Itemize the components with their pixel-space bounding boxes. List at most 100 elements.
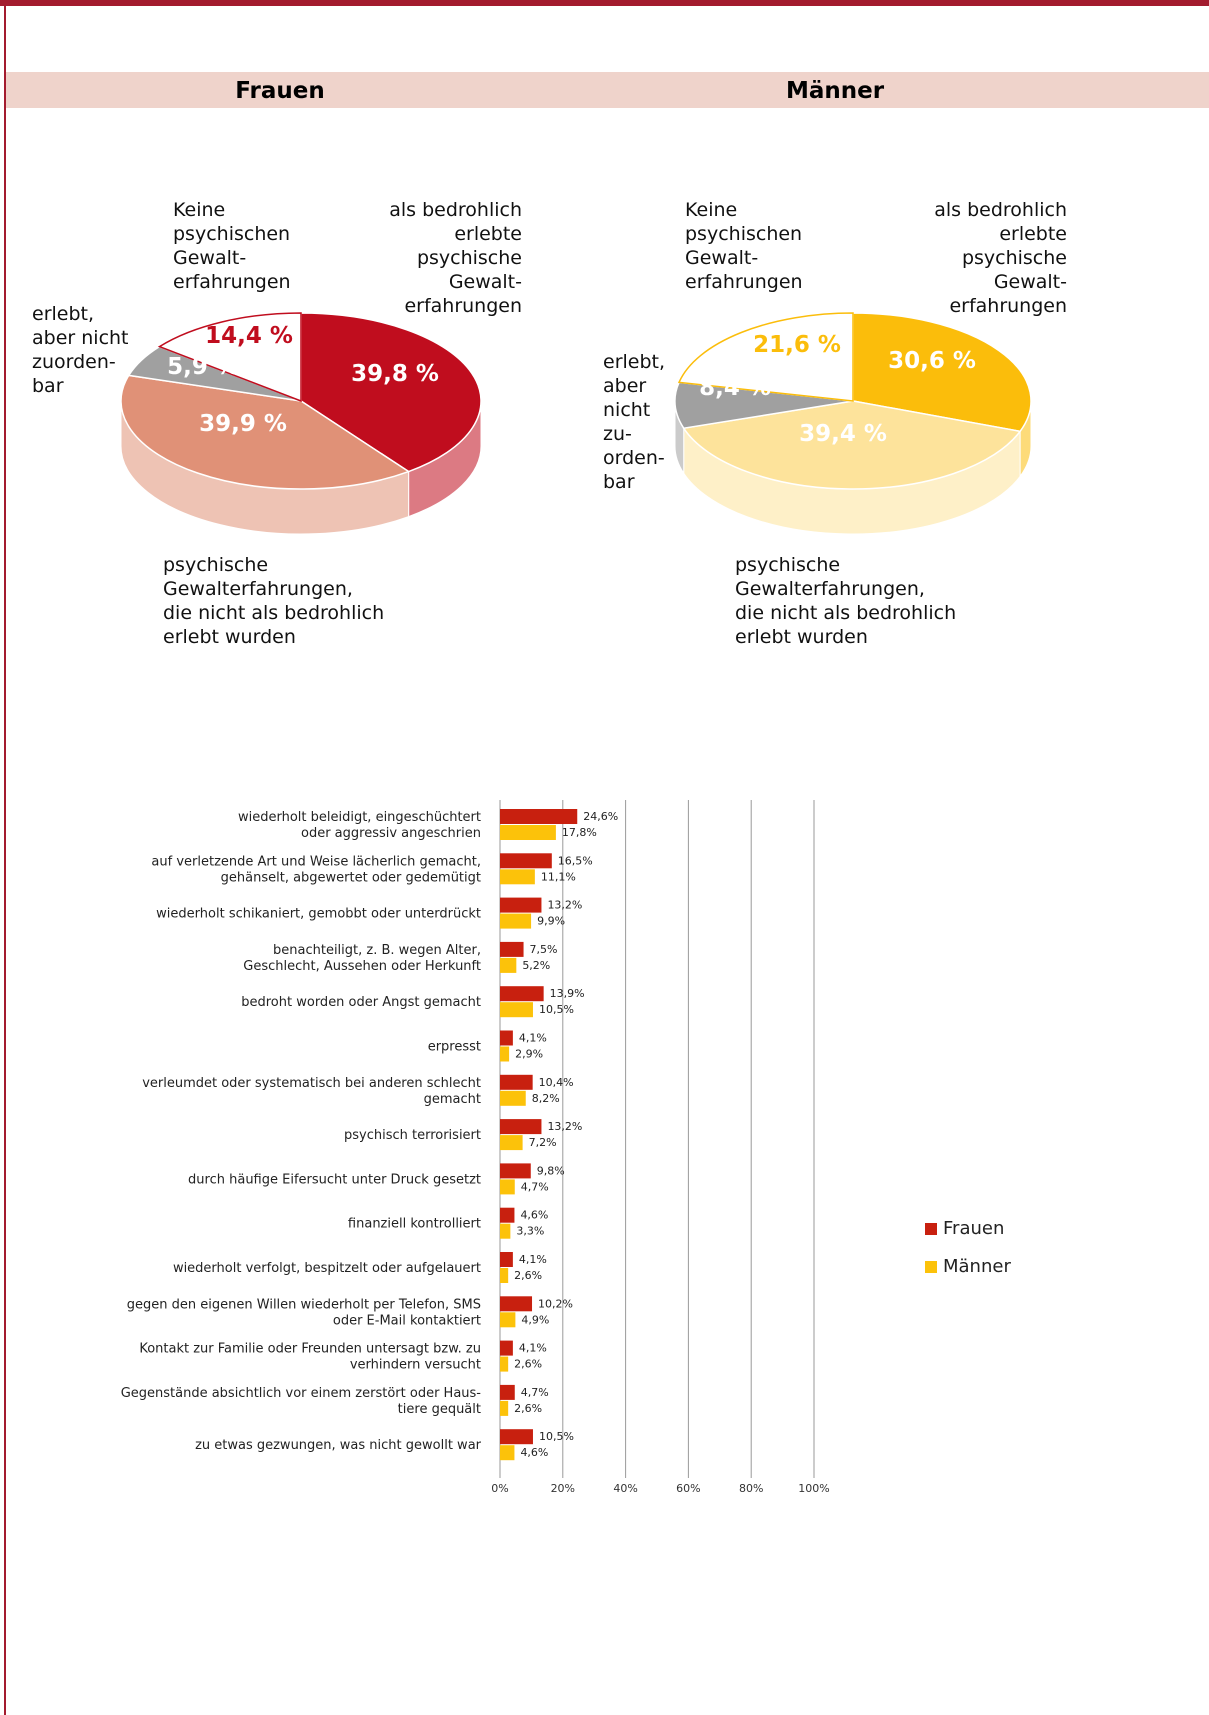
pie-slice	[300, 312, 482, 473]
bar	[500, 897, 542, 913]
bar-value-label: 13,9%	[550, 987, 585, 1000]
left-border	[4, 0, 6, 1715]
bar	[500, 941, 524, 957]
bar	[500, 986, 544, 1002]
pie-slice	[120, 374, 411, 490]
y-category-label: wiederholt verfolgt, bespitzelt oder auf…	[173, 1261, 481, 1276]
y-category-label: wiederholt beleidigt, eingeschüchtert ode…	[238, 810, 481, 841]
header-title: Männer	[786, 78, 885, 104]
pie-value-label: 21,6 %	[753, 332, 841, 358]
y-category-label: psychisch terrorisiert	[344, 1128, 481, 1143]
bar-value-label: 4,1%	[519, 1342, 547, 1355]
x-tick-label: 20%	[551, 1482, 575, 1495]
bar	[500, 809, 578, 824]
header-band	[6, 72, 1209, 108]
pie-slice	[677, 312, 854, 402]
bar	[500, 1268, 509, 1283]
y-category-label: gegen den eigenen Willen wiederholt per …	[127, 1297, 481, 1328]
bar	[500, 1340, 513, 1356]
bar	[500, 1223, 511, 1239]
bar-value-label: 10,4%	[539, 1076, 574, 1089]
y-category-label: bedroht worden oder Angst gemacht	[241, 995, 481, 1010]
bar-value-label: 3,3%	[516, 1225, 544, 1238]
bar-value-label: 10,5%	[539, 1430, 574, 1443]
bar	[500, 1356, 509, 1372]
bar	[500, 1400, 509, 1416]
pie-slice	[674, 381, 854, 430]
header-title: Frauen	[235, 78, 324, 104]
bar-value-label: 7,2%	[529, 1136, 557, 1149]
y-category-label: erpresst	[428, 1040, 481, 1055]
top-border	[0, 0, 1209, 6]
y-category-label: Kontakt zur Familie oder Freunden unters…	[139, 1342, 481, 1373]
x-tick-label: 60%	[676, 1482, 700, 1495]
bar-value-label: 4,1%	[519, 1253, 547, 1266]
pie-category-label: Keine psychischen Gewalt-erfahrungen	[685, 199, 803, 293]
bar-value-label: 4,6%	[520, 1209, 548, 1222]
bar	[500, 1207, 515, 1223]
pie-value-label: 39,9 %	[199, 411, 287, 437]
y-category-label: Gegenstände absichtlich vor einem zerstö…	[121, 1386, 482, 1417]
pie-category-label: als bedrohlich erlebte psychische Gewalt-er…	[389, 199, 522, 317]
legend-swatch	[925, 1261, 937, 1273]
bar-value-label: 4,1%	[519, 1032, 547, 1045]
pie-value-label: 14,4 %	[205, 323, 293, 349]
pie-value-label: 8,4 %	[699, 375, 771, 401]
bar-value-label: 2,6%	[514, 1402, 542, 1415]
pie-value-label: 5,9 %	[167, 354, 239, 380]
bar-value-label: 16,5%	[558, 854, 593, 867]
pie-value-label: 30,6 %	[888, 348, 976, 374]
y-category-label: finanziell kontrolliert	[348, 1217, 481, 1232]
pie-category-label: psychische Gewalterfahrungen, die nicht al…	[735, 554, 956, 648]
legend-swatch	[925, 1223, 937, 1235]
bar-value-label: 2,6%	[514, 1358, 542, 1371]
bar	[500, 1163, 531, 1179]
bar	[500, 1030, 513, 1046]
pie-slice	[682, 400, 1022, 490]
bar	[500, 853, 552, 869]
bar-value-label: 4,7%	[521, 1386, 549, 1399]
bar	[500, 869, 535, 885]
bar	[500, 1312, 516, 1328]
bar	[500, 1179, 515, 1195]
bar	[500, 1074, 533, 1090]
pie-value-label: 39,4 %	[799, 421, 887, 447]
bar	[500, 825, 556, 840]
bar	[500, 1090, 526, 1106]
bar	[500, 1046, 510, 1062]
bar-value-label: 9,9%	[537, 915, 565, 928]
pie-category-label: Keine psychischen Gewalt-erfahrungen	[173, 199, 291, 293]
pie-slice	[852, 312, 1032, 433]
x-tick-label: 100%	[798, 1482, 829, 1495]
pie-category-label: erlebt, aber nicht zu-orden-bar	[603, 351, 665, 493]
bar-value-label: 2,6%	[514, 1269, 542, 1282]
pie-category-label: erlebt, aber nicht zuorden-bar	[32, 303, 129, 397]
bar-value-label: 4,7%	[521, 1180, 549, 1193]
bar	[500, 1296, 533, 1312]
bar-value-label: 13,2%	[547, 1120, 582, 1133]
bar	[500, 1135, 523, 1151]
y-category-label: wiederholt schikaniert, gemobbt oder unt…	[156, 907, 481, 922]
bar	[500, 1119, 542, 1135]
y-category-label: benachteiligt, z. B. wegen Alter, Geschle…	[243, 943, 481, 974]
bar-value-label: 2,9%	[515, 1048, 543, 1061]
bar-value-label: 5,2%	[522, 959, 550, 972]
legend-label: Frauen	[943, 1218, 1004, 1239]
bar	[500, 1445, 515, 1461]
bar-value-label: 4,6%	[520, 1446, 548, 1459]
bar-value-label: 10,5%	[539, 1003, 574, 1016]
bar	[500, 1384, 515, 1400]
bar-value-label: 13,2%	[547, 899, 582, 912]
x-tick-label: 0%	[491, 1482, 508, 1495]
bar-value-label: 10,2%	[538, 1297, 573, 1310]
pie-category-label: psychische Gewalterfahrungen, die nicht al…	[163, 554, 384, 648]
y-category-label: durch häufige Eifersucht unter Druck ges…	[188, 1172, 481, 1187]
pie-category-label: als bedrohlich erlebte psychische Gewalt-er…	[934, 199, 1067, 317]
pie-value-label: 39,8 %	[351, 361, 439, 387]
bar	[500, 957, 517, 973]
pie-slice	[157, 312, 302, 403]
bar-value-label: 9,8%	[537, 1164, 565, 1177]
x-tick-label: 40%	[613, 1482, 637, 1495]
bar-value-label: 11,1%	[541, 870, 576, 883]
